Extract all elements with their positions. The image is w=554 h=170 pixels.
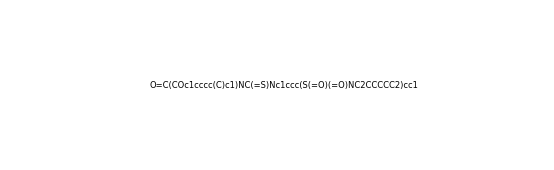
Text: O=C(COc1cccc(C)c1)NC(=S)Nc1ccc(S(=O)(=O)NC2CCCCC2)cc1: O=C(COc1cccc(C)c1)NC(=S)Nc1ccc(S(=O)(=O)… [150,81,418,90]
